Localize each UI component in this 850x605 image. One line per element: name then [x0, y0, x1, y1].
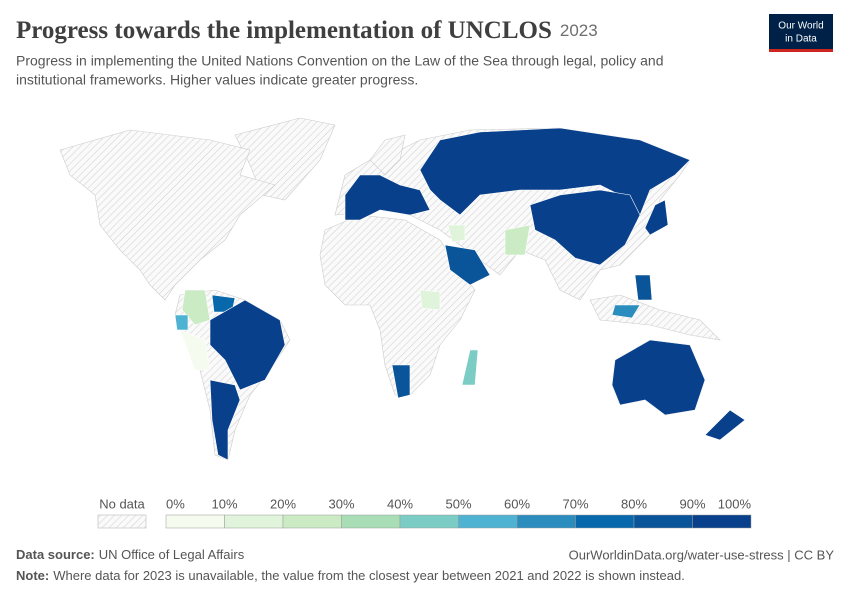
land: [234, 117, 336, 201]
country: [444, 244, 491, 286]
country: [504, 224, 531, 256]
land: [59, 129, 276, 301]
source-text: UN Office of Legal Affairs: [99, 547, 245, 562]
legend-swatch: [458, 514, 518, 529]
note-label: Note:: [16, 568, 49, 583]
land: [319, 214, 476, 396]
legend-label: 10%: [211, 496, 237, 511]
legend-swatch: [516, 514, 576, 529]
country: [461, 349, 479, 386]
country: [209, 379, 241, 461]
legend: No data 0% 10% 20% 30% 40% 50% 60% 70% 80% 90% 100…: [97, 496, 752, 529]
legend-swatch: [633, 514, 693, 529]
legend-swatch: [399, 514, 459, 529]
title-text: Progress towards the implementation of U…: [16, 17, 552, 44]
note: Note: Where data for 2023 is unavailable,…: [16, 568, 685, 583]
legend-swatch: [575, 514, 635, 529]
legend-label: 100%: [718, 496, 752, 511]
country: [391, 364, 411, 399]
land: [369, 134, 406, 176]
legend-swatch: [282, 514, 342, 529]
legend-swatch: [165, 514, 225, 529]
legend-label: 0%: [166, 496, 185, 511]
country: [344, 174, 431, 221]
subtitle: institutional frameworks. Higher values …: [16, 72, 418, 88]
country: [634, 274, 653, 301]
legend-label: 30%: [328, 496, 354, 511]
legend-swatch: [692, 514, 752, 529]
country: [529, 189, 641, 266]
country: [447, 224, 466, 243]
country: [179, 329, 211, 371]
legend-label: 70%: [562, 496, 588, 511]
no-data-label: No data: [99, 496, 145, 511]
country: [209, 299, 286, 391]
legend-label: 20%: [270, 496, 296, 511]
country: [611, 339, 706, 416]
source-label: Data source:: [16, 547, 95, 562]
country: [644, 199, 669, 236]
note-text: Where data for 2023 is unavailable, the …: [53, 568, 685, 583]
legend-label: 60%: [504, 496, 530, 511]
logo-text: Our World: [778, 21, 823, 32]
source: Data source: UN Office of Legal Affairs: [16, 547, 245, 562]
logo[interactable]: Our World in Data: [769, 14, 833, 52]
legend-label: 90%: [679, 496, 705, 511]
logo-bar: [769, 49, 833, 52]
legend-label: 40%: [387, 496, 413, 511]
country: [174, 314, 189, 331]
land: [589, 294, 721, 341]
subtitle: Progress in implementing the United Nati…: [16, 53, 664, 69]
title: Progress towards the implementation of U…: [16, 17, 598, 44]
logo-text: in Data: [785, 34, 817, 45]
country: [704, 409, 746, 441]
legend-label: 50%: [445, 496, 471, 511]
year: 2023: [560, 21, 598, 40]
country: [419, 289, 441, 311]
legend-label: 80%: [621, 496, 647, 511]
no-data-swatch: [97, 514, 147, 529]
countries: [174, 127, 746, 461]
country: [181, 289, 211, 326]
legend-swatch: [341, 514, 401, 529]
country: [611, 304, 641, 319]
legend-swatch: [224, 514, 284, 529]
url[interactable]: OurWorldinData.org/water-use-stress | CC…: [569, 547, 835, 562]
logo-box: [769, 14, 833, 50]
